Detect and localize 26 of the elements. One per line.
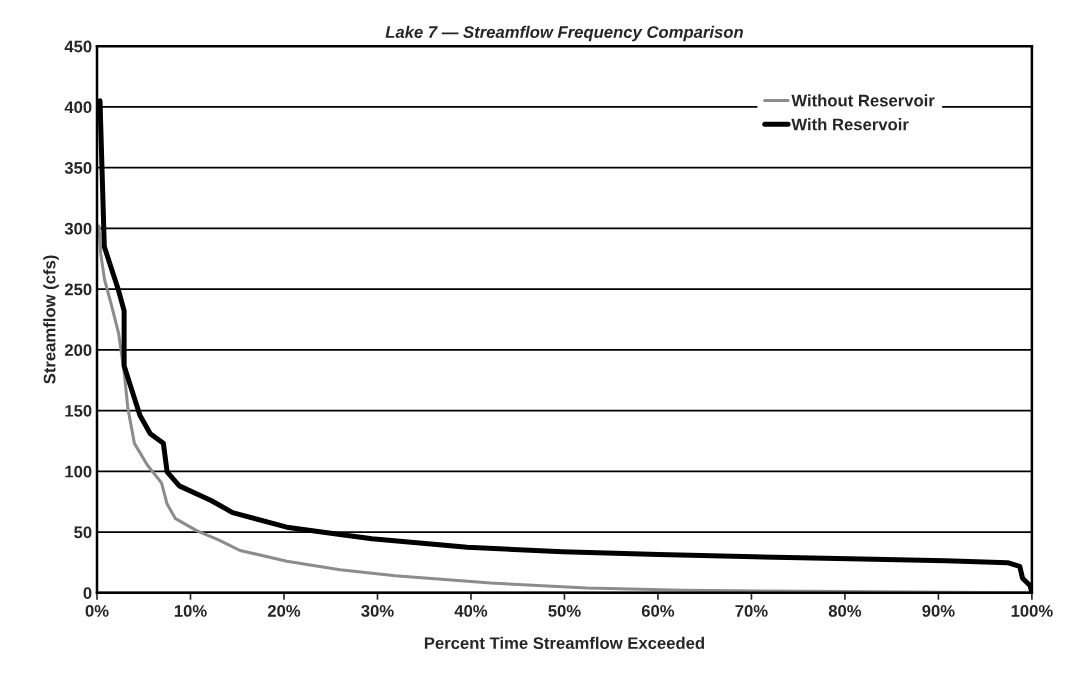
y-axis-title: Streamflow (cfs) [43,255,59,384]
x-tick-label: 20% [267,605,301,617]
x-tick-label: 70% [735,605,768,617]
y-tick-label: 150 [65,404,92,417]
x-tick-label: 10% [174,605,207,617]
y-tick-label: 300 [64,222,92,235]
legend-label: With Reservoir [791,118,909,131]
x-tick-label: 40% [454,605,488,617]
chart-title: Lake 7 — Streamflow Frequency Comparison [385,25,743,42]
x-tick-label: 30% [361,605,394,617]
y-tick-label: 450 [64,40,92,53]
y-tick-label: 50 [74,526,92,539]
x-tick-label: 80% [828,605,862,617]
y-tick-label: 200 [64,344,92,357]
x-tick-label: 50% [548,605,581,617]
y-tick-label: 100 [65,465,92,478]
x-tick-label: 90% [922,605,955,617]
x-tick-label: 60% [641,605,675,617]
y-tick-label: 250 [64,283,92,296]
x-tick-label: 100% [1011,605,1053,617]
legend-label: Without Reservoir [791,94,935,107]
x-axis-title: Percent Time Streamflow Exceeded [424,636,705,650]
y-tick-label: 400 [64,101,92,114]
y-tick-label: 0 [83,587,92,599]
y-tick-label: 350 [64,162,92,174]
x-tick-label: 0% [85,605,109,617]
